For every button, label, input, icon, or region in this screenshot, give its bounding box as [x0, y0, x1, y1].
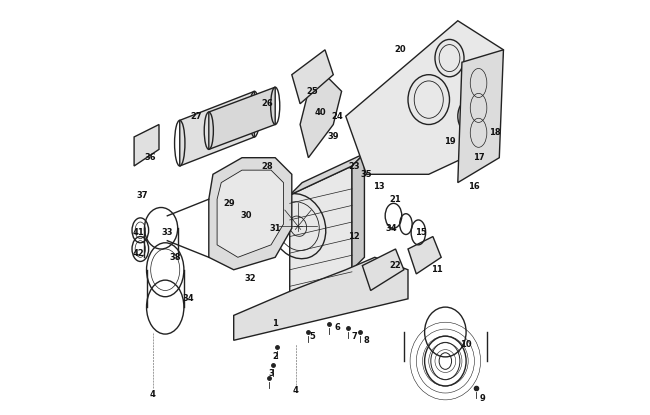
Text: 29: 29	[224, 199, 235, 208]
Text: 30: 30	[240, 211, 252, 220]
Text: 15: 15	[415, 228, 426, 237]
Polygon shape	[408, 237, 441, 274]
Text: 20: 20	[394, 45, 406, 54]
Polygon shape	[292, 50, 333, 104]
Text: 38: 38	[170, 253, 181, 262]
Text: 24: 24	[332, 112, 343, 121]
Text: 25: 25	[307, 87, 318, 96]
Polygon shape	[352, 154, 365, 270]
Text: 26: 26	[261, 99, 273, 108]
Text: 1: 1	[272, 319, 278, 328]
Text: 21: 21	[390, 195, 402, 204]
Text: 4: 4	[293, 386, 299, 395]
Text: 42: 42	[133, 249, 144, 258]
Text: 37: 37	[136, 190, 148, 200]
Text: 31: 31	[269, 224, 281, 233]
Text: 6: 6	[335, 323, 341, 332]
Text: 10: 10	[460, 340, 472, 349]
Text: 4: 4	[150, 390, 156, 399]
Text: 16: 16	[469, 182, 480, 191]
Text: 9: 9	[480, 394, 486, 403]
Text: 12: 12	[348, 232, 360, 241]
Polygon shape	[217, 170, 283, 257]
Text: 3: 3	[268, 369, 274, 378]
Polygon shape	[134, 124, 159, 166]
Text: 39: 39	[328, 132, 339, 142]
Polygon shape	[209, 87, 275, 149]
Text: 7: 7	[351, 332, 357, 341]
Polygon shape	[362, 249, 404, 290]
Text: 34: 34	[385, 224, 397, 233]
Polygon shape	[290, 154, 365, 195]
Text: 34: 34	[182, 294, 194, 303]
Polygon shape	[180, 91, 254, 166]
Text: 28: 28	[261, 161, 273, 171]
Text: 18: 18	[489, 128, 501, 137]
Text: 22: 22	[390, 261, 402, 270]
Text: 8: 8	[363, 336, 369, 345]
Text: 19: 19	[444, 137, 455, 146]
Text: 17: 17	[473, 153, 484, 162]
Text: 35: 35	[361, 170, 372, 179]
Polygon shape	[234, 257, 408, 340]
Text: 36: 36	[145, 153, 157, 162]
Text: 33: 33	[162, 228, 173, 237]
Text: 5: 5	[309, 332, 315, 341]
Polygon shape	[346, 21, 504, 174]
Text: 13: 13	[373, 182, 385, 191]
Text: 40: 40	[315, 107, 327, 117]
Polygon shape	[300, 75, 342, 158]
Text: 32: 32	[244, 273, 256, 283]
Polygon shape	[209, 158, 292, 270]
Polygon shape	[458, 50, 504, 183]
Text: 11: 11	[431, 265, 443, 274]
Polygon shape	[290, 166, 352, 299]
Text: 23: 23	[348, 161, 360, 171]
Text: 2: 2	[272, 352, 278, 361]
Text: 41: 41	[133, 228, 144, 237]
Text: 27: 27	[190, 112, 202, 121]
